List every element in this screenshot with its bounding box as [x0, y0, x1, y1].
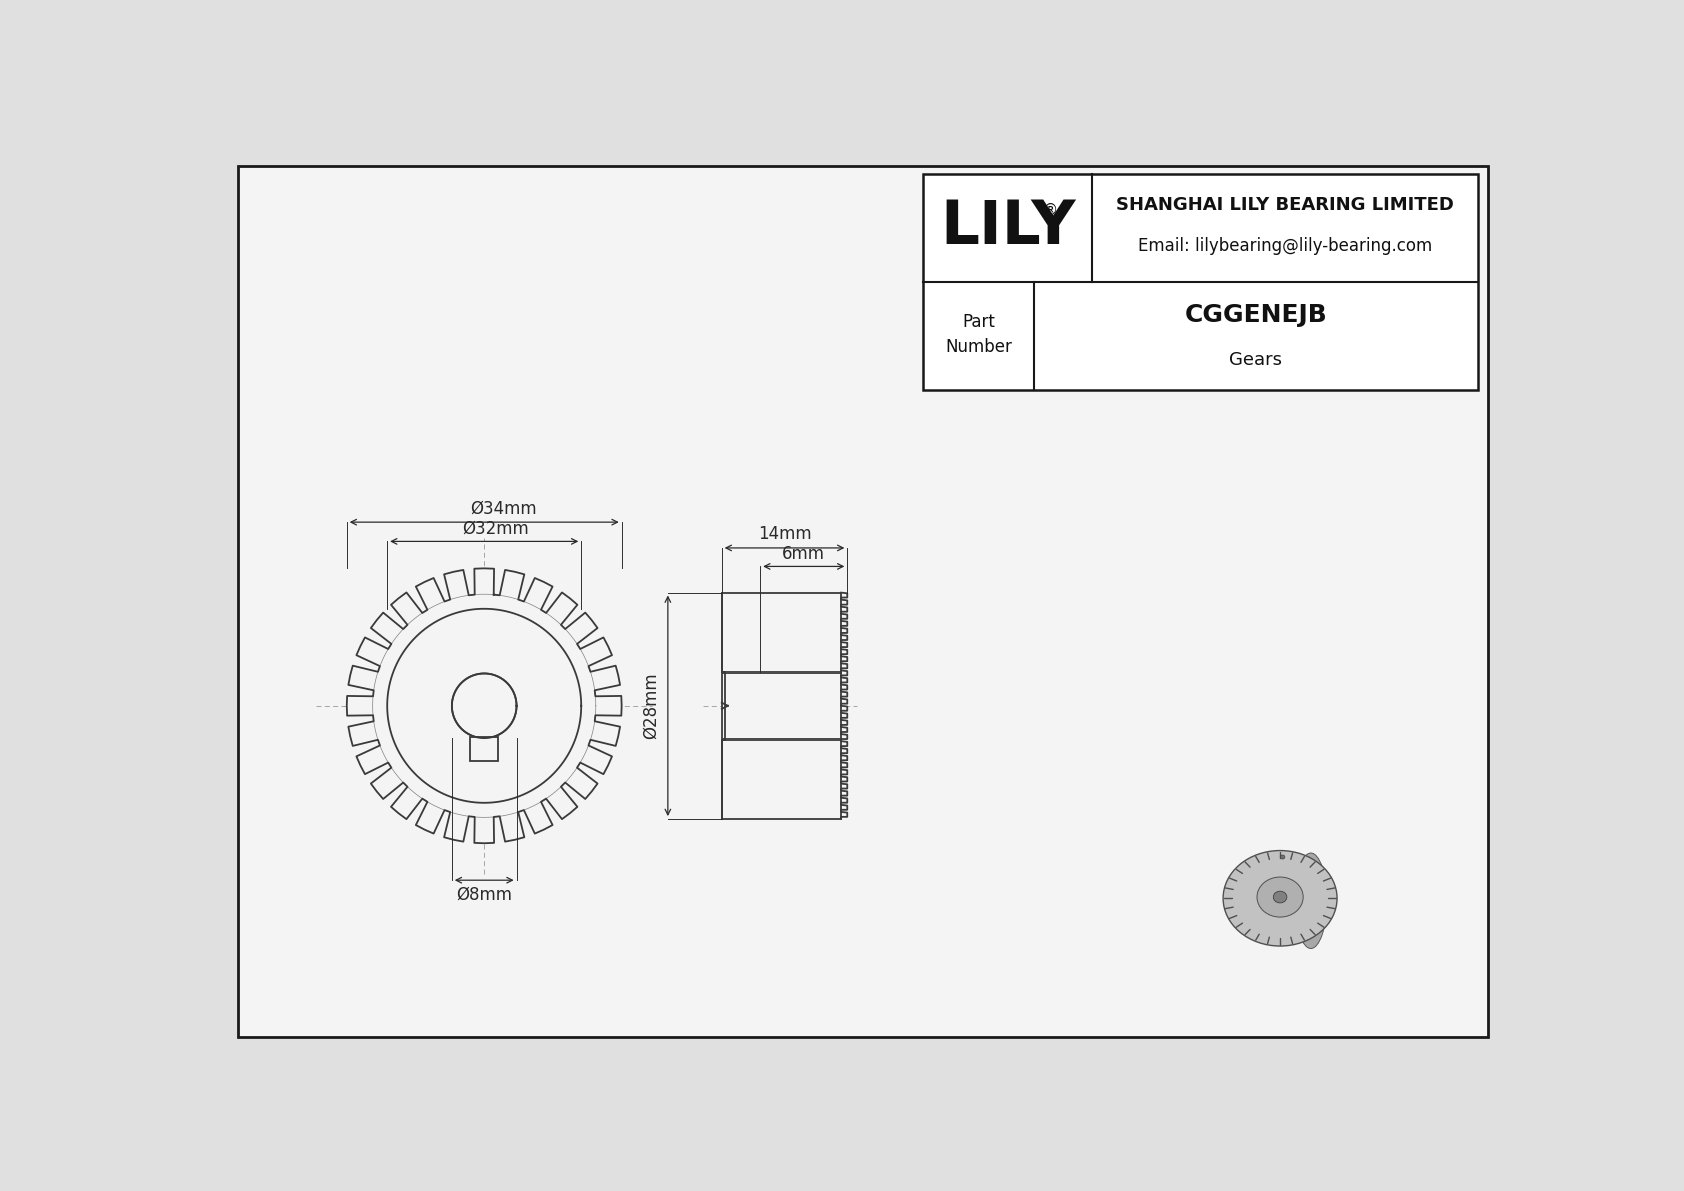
- Text: Email: lilybearing@lily-bearing.com: Email: lilybearing@lily-bearing.com: [1138, 237, 1431, 255]
- Text: Ø8mm: Ø8mm: [456, 886, 512, 904]
- Text: ®: ®: [1042, 202, 1058, 218]
- Polygon shape: [347, 568, 621, 843]
- Text: Part
Number: Part Number: [945, 312, 1012, 356]
- Text: 6mm: 6mm: [783, 544, 825, 562]
- Text: SHANGHAI LILY BEARING LIMITED: SHANGHAI LILY BEARING LIMITED: [1116, 195, 1453, 213]
- Text: CGGENEJB: CGGENEJB: [1184, 303, 1327, 326]
- Bar: [923, 175, 1477, 391]
- Bar: [470, 736, 498, 761]
- Text: Gears: Gears: [1229, 351, 1282, 369]
- Text: Ø28mm: Ø28mm: [642, 673, 660, 740]
- Ellipse shape: [1273, 891, 1287, 903]
- Ellipse shape: [1295, 853, 1327, 948]
- Text: 14mm: 14mm: [758, 525, 812, 543]
- Text: Ø34mm: Ø34mm: [470, 499, 537, 518]
- Ellipse shape: [1223, 850, 1337, 946]
- Bar: [722, 593, 840, 819]
- Ellipse shape: [1280, 855, 1285, 859]
- Text: LILY: LILY: [940, 198, 1076, 257]
- Text: Ø32mm: Ø32mm: [463, 519, 529, 537]
- Ellipse shape: [1256, 877, 1303, 917]
